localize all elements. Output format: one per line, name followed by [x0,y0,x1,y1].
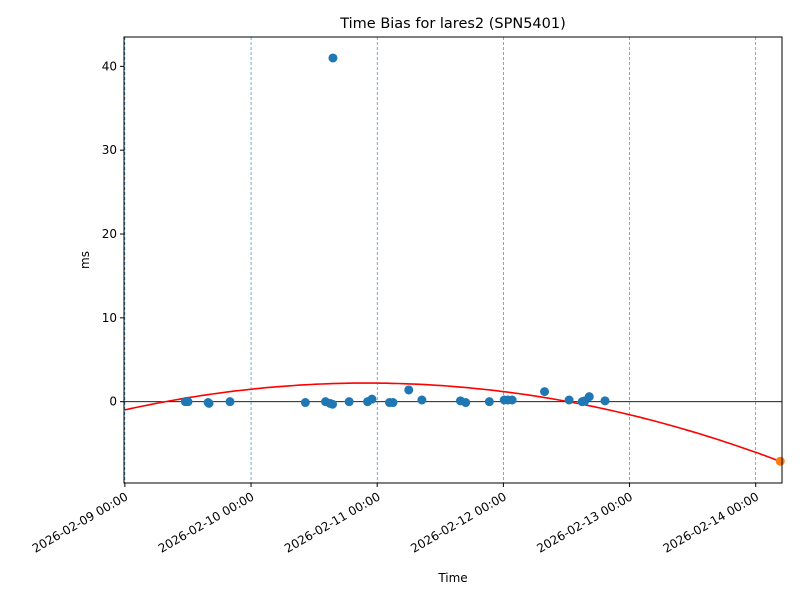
points-layer [180,53,785,466]
y-tick-label: 0 [109,395,117,409]
data-point [328,399,338,409]
data-point [225,397,235,407]
fit-curve-line [124,382,781,463]
y-tick-label: 20 [102,227,117,241]
data-point [461,398,471,408]
plot-frame [123,36,783,484]
data-point [300,398,310,408]
data-point [344,397,354,407]
grid-layer [124,37,757,483]
prediction-point [775,456,785,466]
data-point [204,398,214,408]
fit-curve-layer [124,382,781,463]
data-point [183,397,193,407]
y-tick-label: 40 [102,59,117,73]
data-point [404,385,414,395]
y-tick-label: 10 [102,311,117,325]
data-point [600,396,610,406]
data-point [540,387,550,397]
data-point [507,395,517,405]
data-point [328,53,338,63]
y-tick-label: 30 [102,143,117,157]
data-point [388,398,398,408]
data-point [417,395,427,405]
data-point [564,395,574,405]
y-axis-label: ms [78,251,92,269]
x-axis-label: Time [437,571,467,585]
data-point [584,392,594,402]
chart-title: Time Bias for lares2 (SPN5401) [339,16,566,32]
data-point [367,394,377,404]
data-point [484,397,494,407]
